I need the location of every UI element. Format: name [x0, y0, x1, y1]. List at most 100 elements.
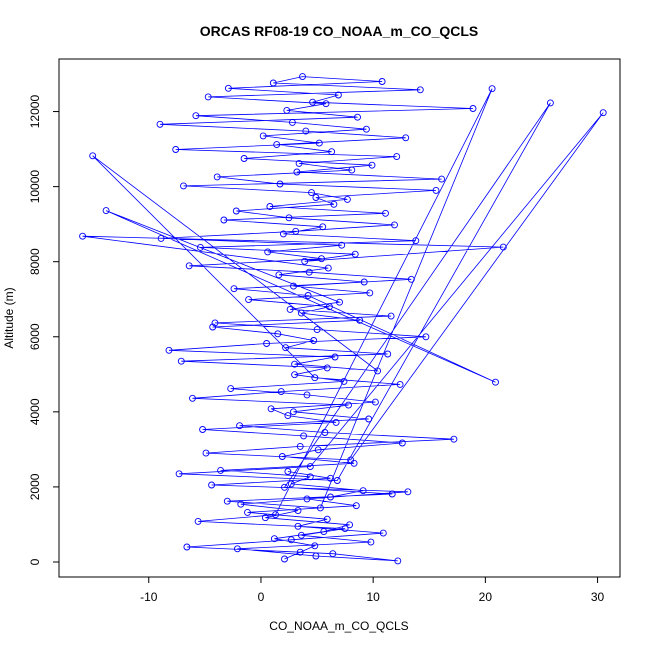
data-point [387, 312, 395, 320]
data-point [398, 439, 406, 447]
x-tick-label: -10 [140, 590, 158, 604]
data-point [404, 488, 412, 496]
data-point [270, 535, 278, 543]
data-point [264, 248, 272, 256]
plot-data [79, 73, 607, 565]
y-tick-label: 4000 [28, 398, 42, 425]
data-point [89, 152, 97, 160]
data-point [284, 412, 292, 420]
data-point [359, 487, 367, 495]
data-point [199, 426, 207, 433]
x-tick-label: 10 [366, 590, 380, 604]
data-point [356, 316, 364, 324]
data-point [294, 507, 302, 515]
data-point [351, 250, 359, 258]
data-point [320, 528, 328, 536]
data-point [284, 468, 292, 475]
data-point [499, 243, 507, 251]
data-point [294, 522, 302, 530]
data-point [185, 262, 193, 270]
data-point [412, 237, 420, 245]
data-point [194, 517, 202, 525]
data-point [291, 371, 299, 379]
data-point [180, 182, 187, 190]
data-point [368, 161, 376, 169]
data-point [204, 93, 212, 101]
data-point [378, 78, 386, 85]
data-point [379, 529, 387, 537]
data-point [296, 548, 304, 556]
y-tick-label: 6000 [28, 323, 42, 350]
data-point [293, 168, 301, 176]
data-point [374, 367, 382, 375]
x-tick-label: 20 [479, 590, 493, 604]
data-point [281, 483, 288, 491]
data-point [227, 385, 235, 393]
data-point [360, 278, 368, 286]
data-point [285, 214, 293, 222]
data-point [281, 555, 288, 563]
data-point [273, 141, 281, 149]
data-point [223, 497, 231, 505]
data-point [308, 189, 315, 197]
data-point [236, 422, 244, 430]
data-point [259, 132, 267, 140]
data-point [402, 134, 410, 142]
data-point [306, 463, 314, 471]
data-point [333, 477, 341, 484]
data-point [299, 73, 306, 81]
data-point [291, 360, 299, 368]
data-point [244, 508, 251, 516]
data-point [352, 502, 360, 510]
data-point [327, 493, 334, 501]
data-point [338, 241, 346, 249]
data-point [365, 415, 373, 423]
data-point [312, 552, 320, 560]
data-point [416, 86, 424, 94]
data-point [382, 209, 389, 217]
data-point [209, 323, 217, 331]
data-point [276, 180, 284, 188]
data-point [297, 531, 305, 539]
y-tick-label: 10000 [28, 170, 42, 204]
data-point [102, 207, 110, 215]
data-point [267, 405, 275, 413]
data-point [177, 357, 185, 365]
data-point [432, 186, 440, 194]
data-point [157, 234, 165, 242]
data-point [371, 398, 379, 406]
data-point [220, 216, 228, 224]
data-point [287, 480, 295, 488]
data-point [283, 106, 291, 114]
data-point [321, 429, 329, 436]
data-point [303, 391, 311, 399]
data-point [318, 255, 325, 263]
data-point [233, 545, 241, 553]
data-point [348, 166, 356, 174]
data-point [329, 550, 337, 558]
data-point [192, 112, 200, 120]
data-point [438, 175, 446, 183]
data-point [391, 221, 398, 229]
data-point [313, 326, 321, 334]
data-point [165, 346, 173, 354]
data-point [469, 105, 477, 112]
data-point [279, 230, 287, 238]
data-point [277, 388, 285, 396]
data-point [278, 453, 286, 460]
data-point [296, 442, 304, 450]
data-point [286, 305, 294, 313]
data-point [396, 380, 404, 388]
data-point [297, 309, 305, 317]
data-point [394, 557, 402, 565]
data-point [346, 521, 354, 529]
data-point [316, 504, 324, 512]
x-axis-label: CO_NOAA_m_CO_QCLS [269, 619, 408, 633]
data-point [302, 127, 310, 135]
data-point [393, 153, 401, 161]
data-point [311, 374, 319, 382]
data-point [156, 120, 164, 128]
data-point [328, 148, 336, 156]
data-point [196, 243, 204, 251]
data-point [290, 408, 297, 416]
